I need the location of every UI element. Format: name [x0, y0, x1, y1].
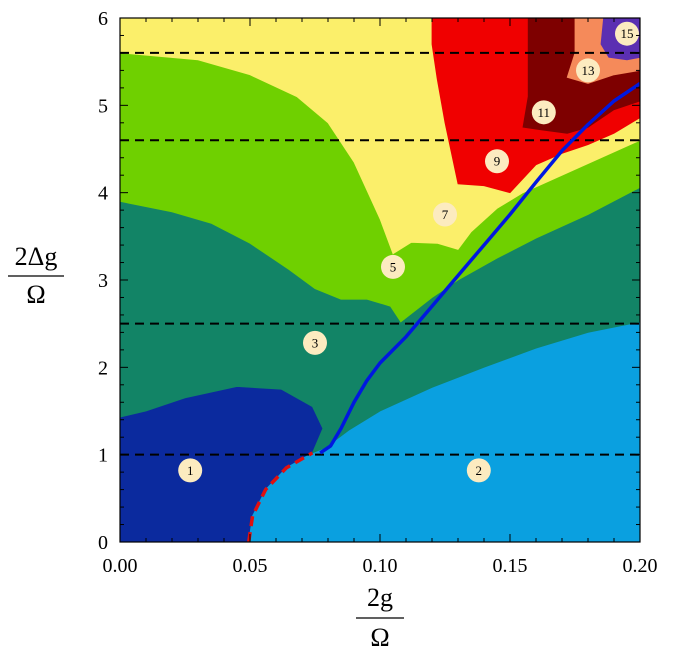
x-tick-label: 0.20	[623, 555, 658, 577]
region-label-5: 5	[381, 254, 405, 279]
y-tick-label: 1	[98, 445, 108, 467]
y-tick-label: 0	[98, 532, 108, 554]
y-axis-label-denominator: Ω	[26, 280, 45, 309]
region-label-circle	[433, 202, 457, 227]
x-axis-label-numerator: 2g	[367, 583, 393, 612]
region-labels-layer: 1 2 3 5 7 9 11 13 15	[178, 21, 639, 483]
region-label-circle	[615, 21, 639, 46]
region-label-circle	[485, 149, 509, 174]
x-tick-label: 0.05	[233, 555, 268, 577]
region-label-text: 9	[494, 154, 501, 169]
x-axis-label-denominator: Ω	[370, 623, 389, 652]
region-label-9: 9	[485, 149, 509, 174]
ticks-layer: 0.00 0.05 0.10 0.15 0.20 0 1 2 3 4 5 6	[98, 8, 658, 577]
region-label-circle	[381, 254, 405, 279]
region-label-2: 2	[466, 458, 491, 483]
y-axis-label-numerator: 2Δg	[15, 242, 58, 271]
region-label-3: 3	[303, 330, 327, 355]
red-dashed-boundary-line	[246, 451, 314, 542]
region-label-text: 1	[187, 463, 194, 478]
region-label-1: 1	[178, 458, 203, 483]
region-label-13: 13	[576, 58, 600, 83]
region-label-text: 3	[312, 335, 319, 350]
x-tick-label: 0.00	[103, 555, 138, 577]
lines-layer	[120, 51, 640, 542]
y-tick-label: 6	[98, 8, 108, 30]
y-tick-label: 5	[98, 95, 108, 117]
region-label-text: 2	[476, 463, 483, 478]
region-label-circle	[576, 58, 600, 83]
x-axis-label: 2g Ω	[356, 583, 404, 652]
region-label-circle	[466, 458, 491, 483]
region-label-text: 15	[621, 26, 634, 41]
region-label-text: 5	[390, 259, 397, 274]
y-tick-label: 3	[98, 270, 108, 292]
region-label-text: 7	[442, 207, 449, 222]
region-label-11: 11	[531, 100, 556, 125]
x-tick-label: 0.15	[493, 555, 528, 577]
region-label-text: 11	[538, 105, 551, 120]
x-tick-label: 0.10	[363, 555, 398, 577]
region-label-circle	[178, 458, 203, 483]
y-tick-label: 2	[98, 357, 108, 379]
region-label-circle	[303, 330, 327, 355]
region-label-7: 7	[433, 202, 457, 227]
y-tick-label: 4	[98, 183, 108, 205]
region-label-circle	[531, 100, 556, 125]
region-label-15: 15	[615, 21, 639, 46]
region-label-text: 13	[582, 63, 595, 78]
blue-boundary-line	[319, 82, 640, 455]
y-axis-label: 2Δg Ω	[8, 242, 64, 309]
